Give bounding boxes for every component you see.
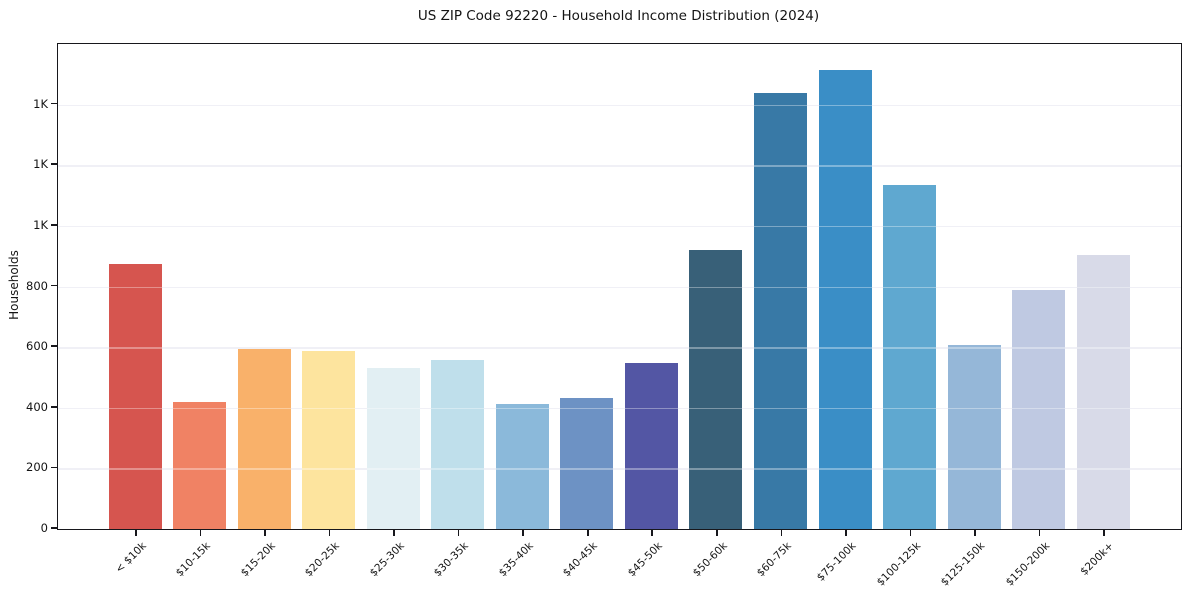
bar [495, 404, 549, 529]
x-tick-label: $200k+ [1078, 540, 1117, 578]
x-tick-label: $125-150k [938, 540, 988, 589]
y-tick-label: 1K [33, 96, 48, 111]
gridline-overlay [58, 104, 1181, 107]
bar [1076, 255, 1130, 529]
x-tick-mark [651, 529, 654, 536]
bar [947, 345, 1001, 529]
y-tick-label: 800 [26, 278, 48, 293]
y-tick-label: 1K [33, 217, 48, 232]
y-tick-mark [51, 163, 57, 166]
y-tick-label: 200 [26, 460, 48, 475]
x-tick-mark [715, 529, 718, 536]
chart-title: US ZIP Code 92220 - Household Income Dis… [417, 8, 820, 24]
bar [624, 362, 678, 529]
x-tick-label: $100-125k [874, 540, 923, 589]
gridline-overlay [58, 407, 1181, 410]
x-tick-label: $75-100k [814, 540, 859, 584]
x-tick-mark [328, 529, 331, 536]
bar [108, 263, 162, 529]
gridline-overlay [58, 468, 1181, 470]
x-tick-mark [974, 529, 976, 536]
gridline-overlay [58, 286, 1181, 288]
y-tick-mark [51, 527, 57, 529]
y-tick-label: 0 [40, 521, 48, 535]
gridline-overlay [58, 347, 1181, 349]
bar [431, 360, 485, 529]
x-tick-mark [1038, 529, 1041, 536]
gridline [58, 104, 1181, 107]
x-tick-mark [909, 529, 912, 536]
y-tick-mark [51, 405, 57, 408]
bar [173, 401, 227, 529]
gridline-overlay [58, 165, 1181, 167]
x-tick-mark [135, 529, 137, 536]
y-tick-mark [51, 345, 57, 347]
x-tick-label: $20-25k [302, 540, 343, 580]
gridline [58, 165, 1181, 167]
x-tick-mark [780, 529, 783, 536]
x-tick-label: $30-35k [432, 540, 472, 580]
bar [237, 349, 291, 529]
gridline-overlay [58, 225, 1181, 228]
y-tick-mark [51, 102, 57, 105]
bar [1012, 289, 1066, 529]
y-tick-mark [51, 284, 57, 287]
plot-area [57, 43, 1182, 530]
x-tick-mark [457, 529, 460, 536]
gridline [58, 347, 1181, 349]
y-tick-label: 600 [26, 339, 48, 354]
x-tick-label: $25-30k [367, 540, 407, 580]
x-tick-label: $150-200k [1003, 540, 1052, 589]
x-tick-mark [264, 529, 266, 536]
bar [818, 69, 872, 529]
y-axis-label: Households [7, 250, 21, 320]
y-tick-mark [51, 224, 57, 226]
gridline [58, 286, 1181, 288]
x-tick-label: $45-50k [625, 540, 665, 580]
gridline [58, 407, 1181, 410]
bar [883, 184, 937, 529]
bar [754, 93, 807, 529]
bar [560, 398, 614, 529]
x-tick-mark [1103, 529, 1105, 536]
x-tick-label: $10-15k [173, 540, 214, 580]
x-tick-mark [586, 529, 589, 536]
x-tick-label: $60-75k [754, 540, 794, 580]
x-tick-mark [199, 529, 202, 536]
y-tick-label: 1K [33, 157, 48, 172]
x-tick-label: $15-20k [238, 540, 278, 580]
x-tick-label: $35-40k [496, 540, 536, 580]
x-tick-mark [845, 529, 847, 536]
gridline [58, 225, 1181, 228]
gridline [58, 468, 1181, 470]
bar [689, 249, 743, 529]
y-tick-mark [51, 466, 57, 469]
y-tick-label: 400 [26, 399, 48, 414]
bar [366, 367, 420, 529]
x-tick-mark [393, 529, 395, 536]
x-tick-label: $50-60k [690, 540, 730, 580]
x-tick-label: < $10k [112, 540, 149, 576]
x-tick-label: $40-45k [561, 540, 601, 580]
bar [302, 350, 356, 529]
x-tick-mark [522, 529, 524, 536]
